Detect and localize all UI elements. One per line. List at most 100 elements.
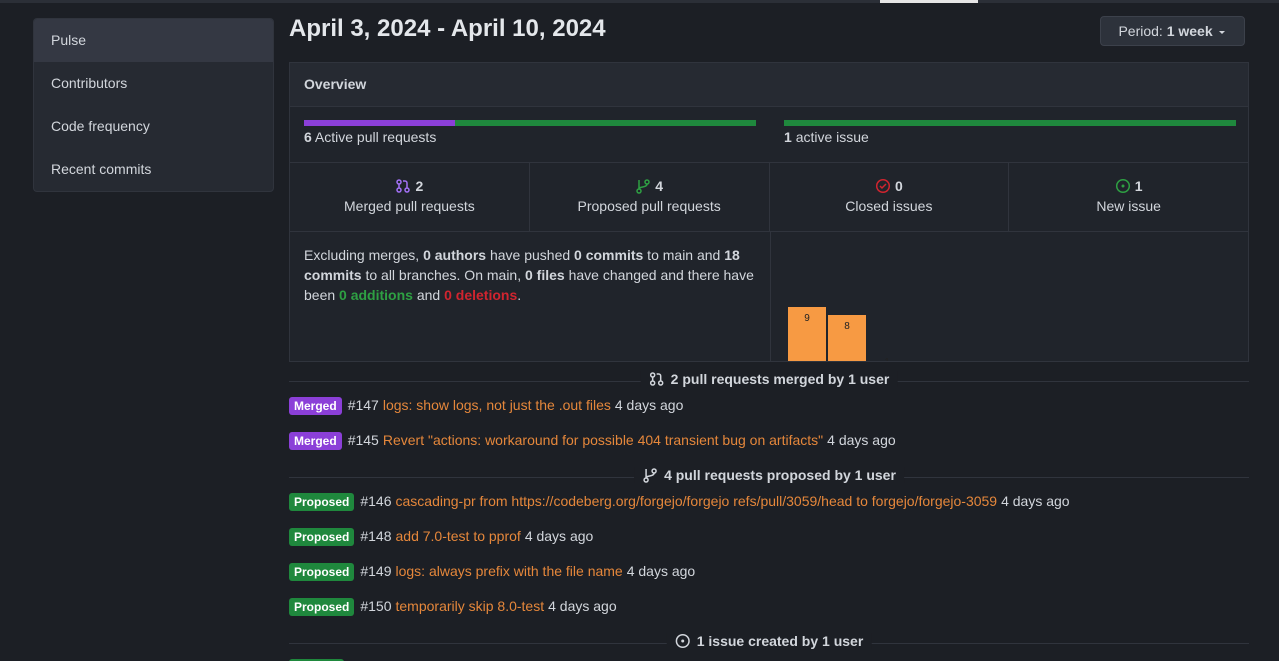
sidebar-item[interactable]: Contributors xyxy=(51,75,128,91)
stat-label: Closed issues xyxy=(845,198,933,214)
activity-item: Merged #147 logs: show logs, not just the … xyxy=(289,395,1249,430)
sidebar: Pulse Contributors Code frequency Recent co… xyxy=(33,18,274,192)
page-title: April 3, 2024 - April 10, 2024 xyxy=(289,15,606,42)
item-link[interactable]: transient errors in artifacts tests xyxy=(385,659,580,661)
issues-bar xyxy=(784,120,1236,126)
item-number: #145 xyxy=(347,432,379,448)
sidebar-item[interactable]: Pulse xyxy=(34,19,273,62)
stat-count-row: 1 xyxy=(1009,178,1248,194)
summary-text: to all branches. On main, xyxy=(361,267,525,283)
icon xyxy=(1115,178,1130,194)
stat-count-row: 0 xyxy=(770,178,1009,194)
item-time: 4 days ago xyxy=(614,397,684,413)
activity-item: Proposed #149 logs: always prefix with the… xyxy=(289,561,1249,596)
item-link[interactable]: cascading-pr from https://codeberg.org/f… xyxy=(395,493,998,509)
summary-text: to main and xyxy=(643,247,725,263)
stats-row: 2 Merged pull requests 4 Proposed pull requ… xyxy=(290,162,1248,232)
icon xyxy=(875,178,891,194)
icon xyxy=(636,179,650,194)
stat-count: 1 xyxy=(1134,178,1143,194)
heading-text: 4 pull requests proposed by 1 user xyxy=(664,467,896,483)
status-tag: Merged xyxy=(289,432,342,450)
tab-indicator xyxy=(880,0,978,3)
active-prs-label: Active pull requests xyxy=(314,129,437,145)
section-heading: 4 pull requests proposed by 1 user xyxy=(289,465,1249,487)
item-number: #148 xyxy=(360,528,392,544)
icon xyxy=(649,372,664,386)
stat-label: Proposed pull requests xyxy=(577,198,721,214)
stat[interactable]: 1 New issue xyxy=(1009,163,1248,231)
item-number: #146 xyxy=(360,493,392,509)
item-link[interactable]: logs: always prefix with the file name xyxy=(395,563,623,579)
summary-text: have pushed xyxy=(486,247,575,263)
summary-text: have changed and there have been xyxy=(304,267,754,303)
section-heading: 1 issue created by 1 user xyxy=(289,631,1249,653)
item-time: 4 days ago xyxy=(827,432,896,448)
period-label: Period: xyxy=(1118,23,1163,39)
summary-text: 0 commits xyxy=(574,247,644,263)
proposed-bar xyxy=(454,120,756,126)
separator xyxy=(770,231,771,361)
item-link[interactable]: logs: show logs, not just the .out files xyxy=(382,397,611,413)
active-prs-count: 6 xyxy=(304,129,312,145)
summary-text: 18 commits xyxy=(304,247,740,283)
status-tag: Proposed xyxy=(289,493,355,511)
summary-text: 0 authors xyxy=(423,247,487,263)
status-tag: Proposed xyxy=(289,563,355,581)
stat-count-row: 4 xyxy=(530,178,769,194)
icon xyxy=(643,468,657,483)
stat-count: 2 xyxy=(415,178,424,194)
item-time: 4 days ago xyxy=(626,563,696,579)
heading-text: 1 issue created by 1 user xyxy=(696,633,864,649)
overview-title: Overview xyxy=(290,63,1248,107)
stat-label: Merged pull requests xyxy=(344,198,475,214)
sidebar-item[interactable]: Code frequency xyxy=(51,118,150,134)
item-link[interactable]: Revert "actions: workaround for possible… xyxy=(382,432,824,448)
summary: Excluding merges, 0 authors have pushed … xyxy=(304,245,759,305)
item-link[interactable]: temporarily skip 8.0-test xyxy=(395,598,545,614)
activity-item: Proposed #148 add 7.0-test to pprof 4 days … xyxy=(289,526,1249,561)
status-tag: Proposed xyxy=(289,598,355,616)
stat[interactable]: 2 Merged pull requests xyxy=(290,163,530,231)
heading-label: 1 issue created by 1 user xyxy=(666,633,872,649)
stat-count-row: 2 xyxy=(290,178,529,194)
item-time: 4 days ago xyxy=(524,528,594,544)
item-number: #144 xyxy=(350,659,381,661)
sidebar-item[interactable]: Recent commits xyxy=(51,161,152,177)
summary-text: . xyxy=(517,287,522,303)
status-tag: Proposed xyxy=(289,528,355,546)
status-tag: Opened xyxy=(289,659,344,661)
bar-label: 8 xyxy=(844,321,850,332)
stat[interactable]: 0 Closed issues xyxy=(770,163,1010,231)
stat[interactable]: 4 Proposed pull requests xyxy=(530,163,770,231)
activity-list: 2 pull requests merged by 1 user Merged #1… xyxy=(289,369,1249,661)
icon xyxy=(675,633,690,649)
icon xyxy=(396,179,411,193)
item-number: #149 xyxy=(360,563,392,579)
stat-count: 4 xyxy=(655,178,664,194)
bar-label: 1 xyxy=(884,357,890,361)
merged-bar xyxy=(304,120,455,126)
item-time: 4 days ago xyxy=(548,598,617,614)
bar xyxy=(828,315,866,361)
heading-label: 4 pull requests proposed by 1 user xyxy=(634,467,904,483)
heading-text: 2 pull requests merged by 1 user xyxy=(670,371,890,387)
caret xyxy=(1218,31,1225,34)
active-issues-count: 1 xyxy=(784,129,792,145)
activity-item: Merged #145 Revert "actions: workaround fo… xyxy=(289,430,1249,465)
activity-item: Opened #144 transient errors in artifacts … xyxy=(289,657,1249,661)
active-issues: 1 active issue xyxy=(784,129,869,145)
period-button[interactable]: Period: 1 week xyxy=(1100,16,1245,46)
summary-text: and xyxy=(412,287,445,303)
summary-text: 0 files xyxy=(525,267,565,283)
stat-count: 0 xyxy=(894,178,903,194)
summary-text: 0 additions xyxy=(339,287,413,303)
period-value: 1 week xyxy=(1166,23,1213,39)
stat-label: New issue xyxy=(1096,198,1161,214)
active-issues-label: active issue xyxy=(795,129,869,145)
item-link[interactable]: add 7.0-test to pprof xyxy=(395,528,521,544)
overview: Overview 6 Active pull requests 1 active… xyxy=(289,62,1249,362)
item-time: 4 days ago xyxy=(1001,493,1070,509)
section-heading: 2 pull requests merged by 1 user xyxy=(289,369,1249,391)
